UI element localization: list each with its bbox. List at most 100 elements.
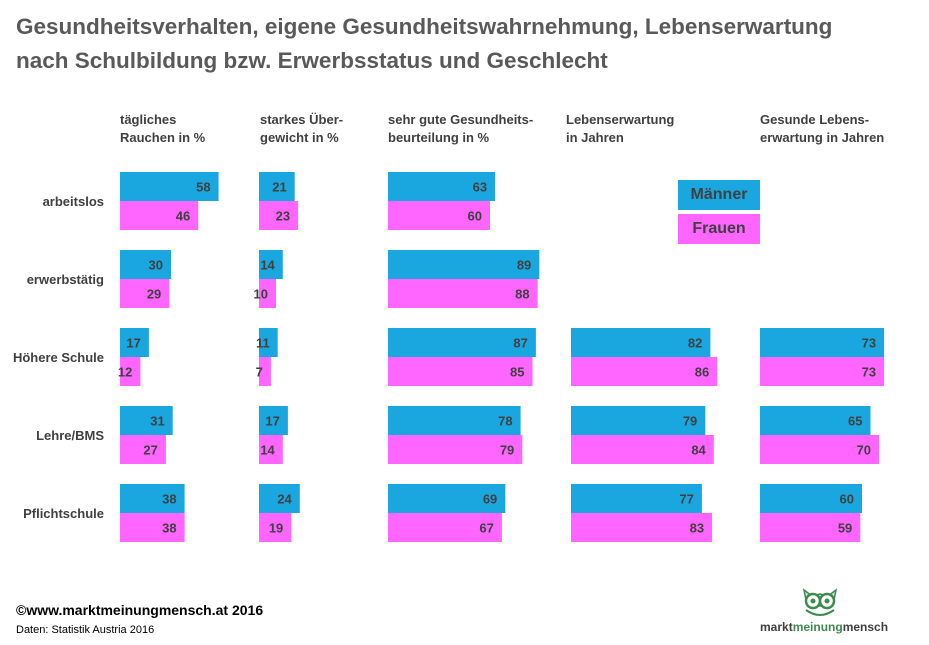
bar <box>760 357 885 386</box>
bar-value-label: 24 <box>277 492 292 507</box>
bar-value-label: 84 <box>691 443 706 458</box>
bar <box>259 172 295 201</box>
panel-header-line: Rauchen in % <box>120 130 206 145</box>
bar-value-label: 12 <box>118 365 132 380</box>
bar-value-label: 89 <box>517 258 531 273</box>
bar-value-label: 78 <box>498 414 512 429</box>
bar <box>259 250 283 279</box>
footer-source[interactable]: ©www.marktmeinungmensch.at 2016 <box>16 602 264 618</box>
chart-title-line-1: Gesundheitsverhalten, eigene Gesundheits… <box>16 14 833 39</box>
category-label: Lehre/BMS <box>36 428 104 443</box>
bar-value-label: 29 <box>147 287 161 302</box>
bar <box>259 328 278 357</box>
bar-value-label: 58 <box>196 180 210 195</box>
bar-value-label: 38 <box>162 521 176 536</box>
bar <box>259 484 300 513</box>
panel-header-line: sehr gute Gesundheits- <box>388 112 533 127</box>
bar <box>259 201 299 230</box>
bar <box>259 513 292 542</box>
bar <box>388 513 502 542</box>
bar <box>120 406 173 435</box>
bar <box>120 201 199 230</box>
bar <box>388 328 536 357</box>
bar <box>760 328 885 357</box>
owl-icon <box>802 588 838 616</box>
chart-title-line-2: nach Schulbildung bzw. Erwerbsstatus und… <box>16 48 608 73</box>
bar <box>388 406 521 435</box>
bar <box>388 484 506 513</box>
logo-wordmark: marktmeinungmensch <box>760 620 910 634</box>
bar-value-label: 14 <box>260 443 275 458</box>
bar <box>120 484 185 513</box>
panel-header-line: tägliches <box>120 112 176 127</box>
bar-value-label: 73 <box>862 365 876 380</box>
legend-men: Männer <box>678 180 760 210</box>
legend-women-label: Frauen <box>692 220 746 237</box>
bar <box>760 406 871 435</box>
bar <box>388 435 523 464</box>
logo-part-2: meinung <box>792 620 843 634</box>
panel-header-line: erwartung in Jahren <box>760 130 884 145</box>
logo-part-3: mensch <box>842 620 889 634</box>
bar <box>571 513 713 542</box>
legend-women: Frauen <box>678 214 760 244</box>
bar-value-label: 19 <box>269 521 283 536</box>
bar-value-label: 83 <box>690 521 704 536</box>
bar <box>120 250 171 279</box>
bar <box>259 435 283 464</box>
bar-value-label: 27 <box>143 443 157 458</box>
bar <box>388 201 490 230</box>
bar-value-label: 10 <box>254 287 268 302</box>
bar-value-label: 79 <box>683 414 697 429</box>
bar-value-label: 23 <box>276 209 290 224</box>
bar <box>259 406 288 435</box>
bar <box>120 357 141 386</box>
bar-value-label: 59 <box>838 521 852 536</box>
panel-header-line: Gesunde Lebens- <box>760 112 869 127</box>
bar <box>760 513 861 542</box>
bar <box>120 172 219 201</box>
bar-value-label: 70 <box>857 443 871 458</box>
category-label: erwerbstätig <box>27 272 104 287</box>
bar <box>571 406 706 435</box>
category-label: Pflichtschule <box>23 506 104 521</box>
bar-value-label: 88 <box>515 287 529 302</box>
bar <box>388 172 496 201</box>
panel-header-line: in Jahren <box>566 130 624 145</box>
bar-value-label: 11 <box>256 336 270 351</box>
bar-value-label: 17 <box>265 414 279 429</box>
brand-logo: marktmeinungmensch <box>760 586 910 638</box>
bar <box>388 357 533 386</box>
bar <box>120 279 170 308</box>
bar <box>120 435 166 464</box>
category-label: arbeitslos <box>43 194 104 209</box>
bar-value-label: 60 <box>468 209 482 224</box>
footer-data-note: Daten: Statistik Austria 2016 <box>16 624 155 636</box>
bar-value-label: 38 <box>162 492 176 507</box>
panel-header-line: starkes Über- <box>260 112 343 127</box>
chart-title: Gesundheitsverhalten, eigene Gesundheits… <box>16 10 916 78</box>
chart-area: arbeitslos erwerbstätig Höhere Schule Lehre… <box>13 112 885 542</box>
bar <box>760 435 879 464</box>
bar-value-label: 67 <box>479 521 493 536</box>
bar <box>120 328 149 357</box>
bar <box>388 279 538 308</box>
bar-value-label: 46 <box>176 209 190 224</box>
category-label: Höhere Schule <box>13 350 104 365</box>
bar <box>388 250 540 279</box>
bar <box>571 357 718 386</box>
bar-value-label: 82 <box>688 336 702 351</box>
bar-value-label: 85 <box>510 365 524 380</box>
bar-value-label: 14 <box>260 258 275 273</box>
logo-part-1: markt <box>760 620 793 634</box>
bar-value-label: 86 <box>695 365 709 380</box>
bar-value-label: 21 <box>272 180 286 195</box>
bar <box>571 435 714 464</box>
panel-header-line: beurteilung in % <box>388 130 490 145</box>
bar <box>120 513 185 542</box>
bar-value-label: 69 <box>483 492 497 507</box>
panel-header-line: gewicht in % <box>260 130 339 145</box>
bar-value-label: 73 <box>862 336 876 351</box>
bar-value-label: 7 <box>256 365 263 380</box>
bar-value-label: 65 <box>848 414 862 429</box>
